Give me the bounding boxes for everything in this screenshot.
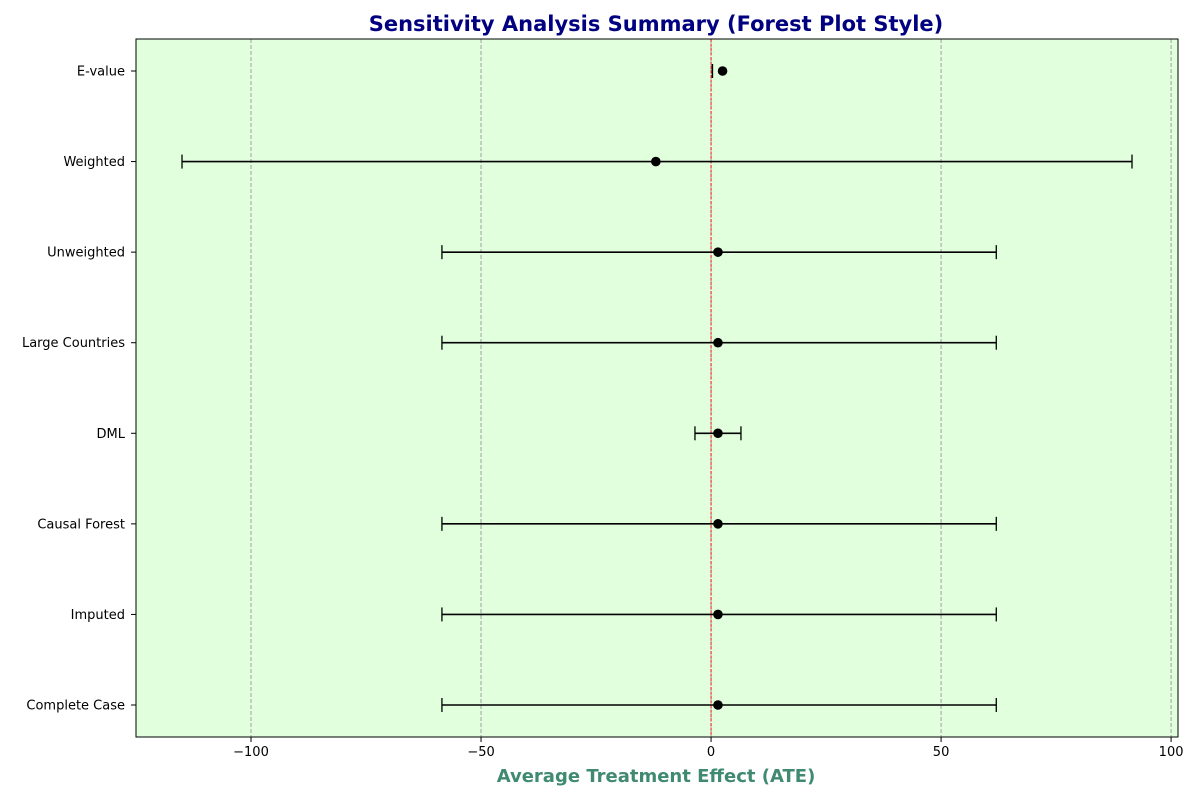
estimate-series (181, 64, 1133, 712)
estimate-point (651, 156, 661, 167)
estimate-point (713, 337, 723, 348)
x-tick-label: −50 (467, 745, 494, 760)
plot-frame (135, 38, 1179, 738)
x-tick-label: 100 (1159, 745, 1184, 760)
y-tick-label: Weighted (63, 155, 125, 170)
y-tick-label: Causal Forest (37, 517, 125, 532)
x-axis-label: Average Treatment Effect (ATE) (497, 766, 816, 787)
x-axis-ticks: −100 −50 0 50 100 (233, 737, 1184, 760)
estimate-point (713, 609, 723, 620)
estimate-point (717, 66, 728, 76)
plot-area (136, 39, 1178, 737)
y-tick-label: Unweighted (47, 246, 125, 261)
y-tick-label: Imputed (71, 608, 125, 623)
estimate-point (713, 428, 723, 439)
x-tick-label: −100 (233, 745, 269, 760)
y-tick-label: DML (97, 427, 126, 442)
y-axis-ticks: E-value Weighted Unweighted Large Countries… (22, 65, 136, 714)
estimate-point (713, 700, 723, 710)
estimate-point (713, 519, 723, 529)
x-tick-label: 0 (707, 745, 715, 760)
chart-title: Sensitivity Analysis Summary (Forest Plo… (369, 12, 944, 36)
x-tick-label: 50 (933, 745, 950, 760)
y-tick-label: Complete Case (26, 699, 125, 714)
y-tick-label: E-value (77, 65, 125, 80)
y-tick-label: Large Countries (22, 336, 125, 351)
estimate-point (713, 247, 723, 257)
